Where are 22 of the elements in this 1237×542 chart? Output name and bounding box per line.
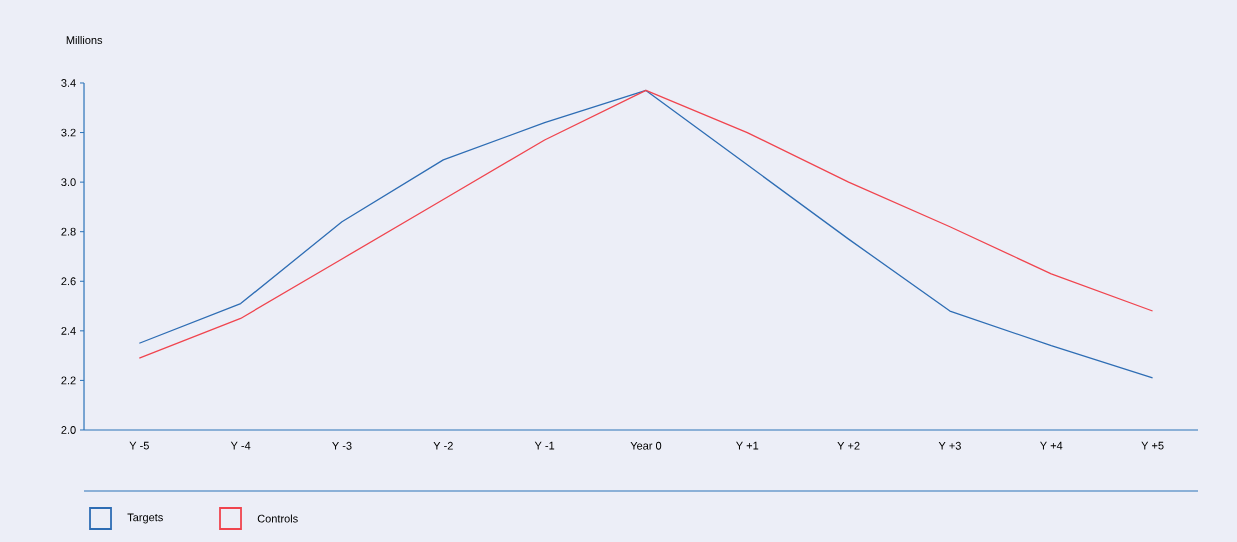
y-tick-label: 2.2 [61,376,76,385]
y-axis-title: Millions [66,35,103,45]
x-tick-label: Y -4 [230,441,251,450]
x-tick-label: Y -1 [534,441,555,450]
x-tick-label: Year 0 [630,441,662,450]
x-tick-label: Y -5 [129,441,149,450]
y-tick-label: 3.4 [61,79,76,87]
x-tick-label: Y +4 [1040,441,1063,450]
x-tick-label: Y -3 [332,441,352,450]
x-tick-label: Y +1 [736,441,759,450]
x-tick-label: Y +2 [837,441,860,450]
x-tick-label: Y +5 [1141,441,1164,450]
legend-label: Controls [257,514,298,523]
x-tick-label: Y +3 [938,441,961,450]
y-tick-label: 3.2 [61,128,76,137]
x-tick-label: Y -2 [433,441,453,450]
y-tick-label: 2.6 [61,277,76,286]
y-tick-label: 2.0 [61,426,76,434]
y-tick-label: 2.4 [61,327,76,335]
y-tick-label: 3.0 [61,178,76,187]
y-tick-label: 2.8 [61,227,76,236]
legend-label: Targets [127,513,163,524]
